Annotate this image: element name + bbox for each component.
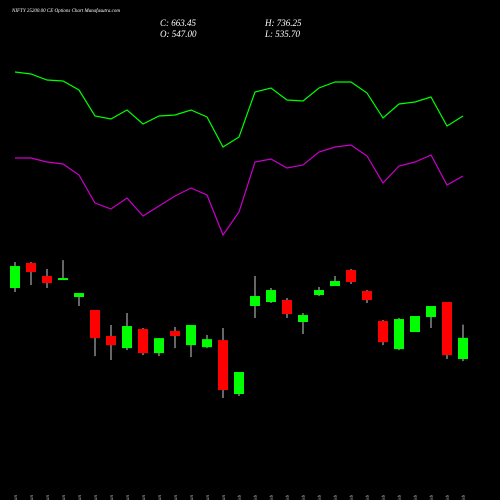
- x-tick-label: 24 Jan: [142, 495, 147, 500]
- candle-body: [26, 263, 36, 273]
- x-tick-label: 18 Feb: [430, 495, 435, 500]
- candle-body: [346, 270, 356, 283]
- candle-body: [378, 321, 388, 343]
- candle-body: [106, 336, 116, 346]
- candle-body: [314, 290, 324, 296]
- candle-body: [154, 338, 164, 354]
- x-tick-label: 12 Jan: [14, 495, 19, 500]
- x-tick-label: 20 Jan: [78, 495, 83, 500]
- low-label: L: 535.70: [264, 29, 301, 39]
- x-tick-label: 17 Feb: [414, 495, 419, 500]
- overlay-line: [14, 71, 464, 148]
- x-tick-label: 30 Jan: [206, 495, 211, 500]
- chart-title: NIFTY 25200.00 CE Options Chart Munafasu…: [11, 9, 120, 14]
- candle-body: [138, 329, 148, 354]
- overlay-line: [15, 144, 464, 237]
- candle-body: [250, 296, 260, 307]
- candle-body: [58, 278, 68, 281]
- candle-body: [410, 316, 420, 333]
- candle-body: [330, 281, 340, 287]
- candle-body: [90, 310, 100, 339]
- x-tick-label: 06 Feb: [302, 495, 307, 500]
- candle-body: [218, 340, 228, 391]
- x-tick-label: 11 Feb: [350, 495, 355, 500]
- candle-body: [186, 325, 196, 346]
- x-tick-label: 16 Jan: [62, 495, 67, 500]
- x-tick-label: 14 Jan: [46, 495, 51, 500]
- candle-body: [10, 266, 20, 289]
- x-tick-label: 12 Feb: [366, 495, 371, 500]
- x-tick-label: 13 Jan: [30, 495, 35, 500]
- x-tick-label: 21 Jan: [94, 495, 99, 500]
- candle-body: [122, 326, 132, 349]
- candle-body: [42, 276, 52, 284]
- candle-body: [234, 372, 244, 395]
- candle-body: [74, 293, 84, 298]
- x-tick-label: 14 Feb: [398, 495, 403, 500]
- x-tick-label: 27 Jan: [158, 495, 163, 500]
- x-tick-label: 13 Feb: [382, 495, 387, 500]
- candle-body: [170, 331, 180, 337]
- x-tick-label: 19 Feb: [446, 495, 451, 500]
- candle-body: [458, 337, 468, 360]
- high-label: H: 736.25: [264, 18, 302, 28]
- candle-body: [202, 339, 212, 348]
- x-tick-label: 05 Feb: [286, 495, 291, 500]
- x-tick-label: 22 Jan: [110, 495, 115, 500]
- x-tick-label: 04 Feb: [270, 495, 275, 500]
- x-tick-label: 03 Feb: [254, 495, 259, 500]
- x-tick-label: 23 Jan: [126, 495, 131, 500]
- x-tick-label: 20 Feb: [462, 495, 467, 500]
- x-tick-label: 01 Feb: [238, 495, 243, 500]
- candle-body: [426, 306, 436, 318]
- candle-body: [298, 315, 308, 323]
- open-label: O: 547.00: [160, 29, 197, 39]
- x-tick-label: 28 Jan: [174, 495, 179, 500]
- candle-body: [362, 291, 372, 301]
- x-tick-label: 07 Feb: [318, 495, 323, 500]
- candle-body: [266, 290, 276, 303]
- candle-body: [394, 319, 404, 350]
- candle-body: [282, 300, 292, 315]
- close-label: C: 663.45: [160, 18, 197, 28]
- x-tick-label: 10 Feb: [334, 495, 339, 500]
- x-tick-label: 29 Jan: [190, 495, 195, 500]
- candle-body: [442, 302, 452, 356]
- x-tick-label: 31 Jan: [222, 495, 227, 500]
